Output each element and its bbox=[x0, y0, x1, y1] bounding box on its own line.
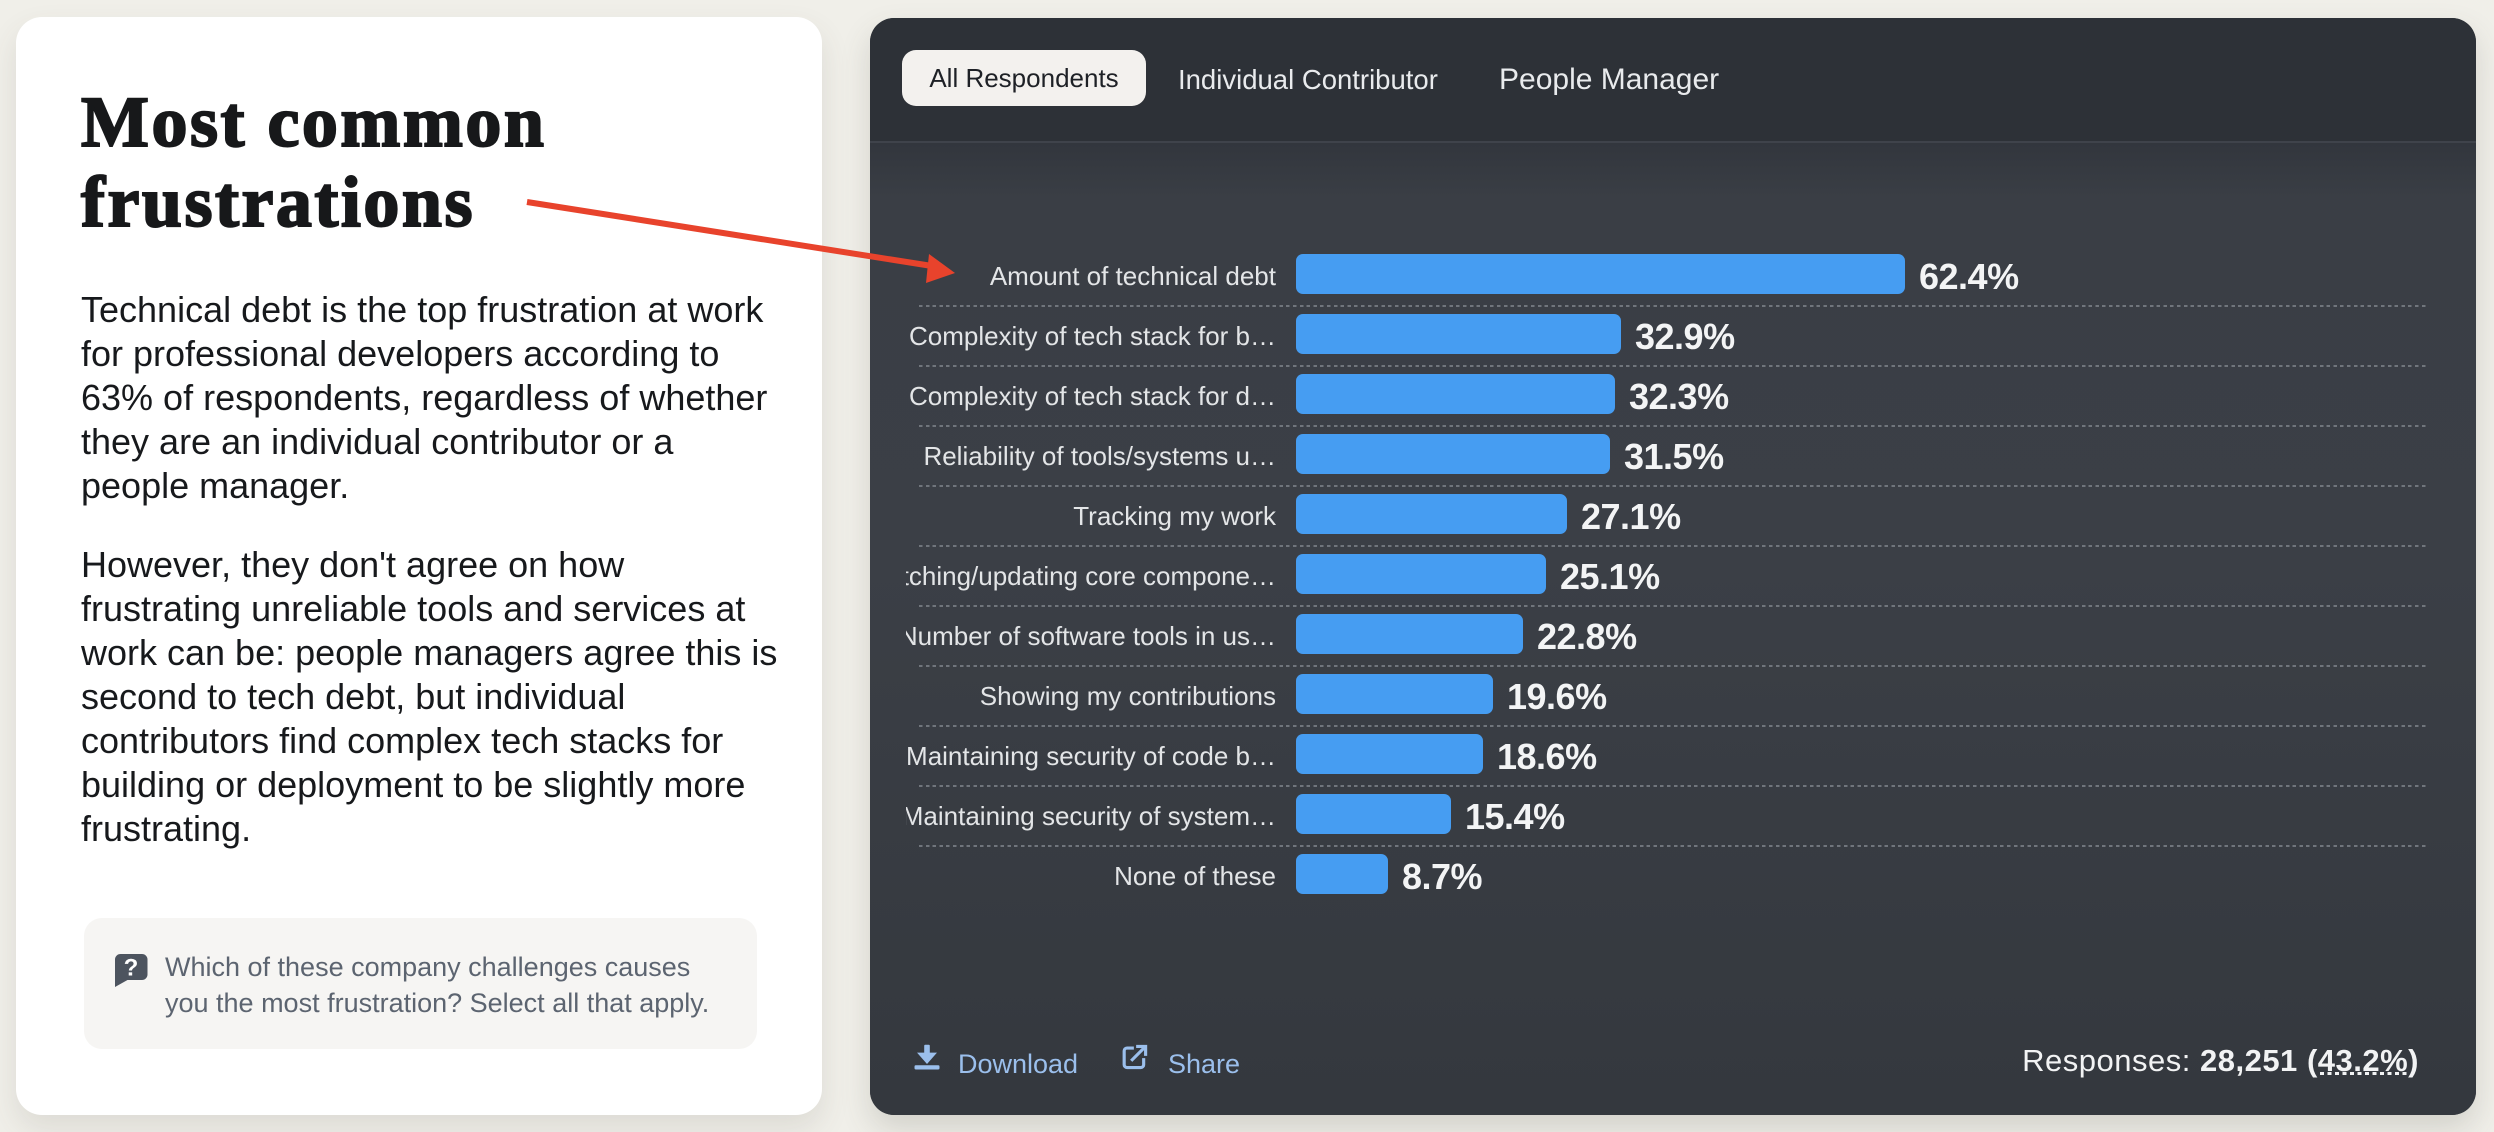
svg-text:?: ? bbox=[124, 955, 139, 982]
